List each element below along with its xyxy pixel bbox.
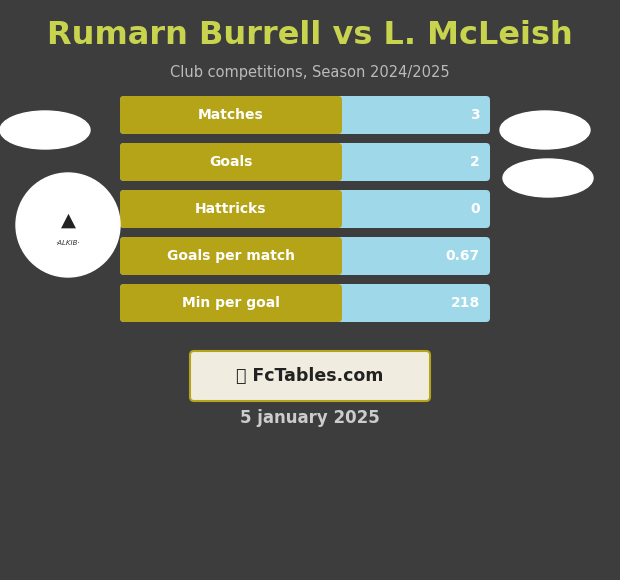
FancyBboxPatch shape (120, 190, 342, 228)
Text: Hattricks: Hattricks (195, 202, 267, 216)
FancyBboxPatch shape (120, 96, 490, 134)
FancyBboxPatch shape (120, 190, 490, 228)
Text: Rumarn Burrell vs L. McLeish: Rumarn Burrell vs L. McLeish (47, 20, 573, 50)
Text: 5 january 2025: 5 january 2025 (240, 409, 380, 427)
FancyBboxPatch shape (120, 96, 342, 134)
FancyBboxPatch shape (120, 237, 490, 275)
FancyBboxPatch shape (120, 237, 342, 275)
Text: Matches: Matches (198, 108, 264, 122)
Ellipse shape (0, 111, 90, 149)
Ellipse shape (500, 111, 590, 149)
Text: 0: 0 (471, 202, 480, 216)
Text: 2: 2 (470, 155, 480, 169)
FancyBboxPatch shape (120, 284, 342, 322)
Text: 218: 218 (451, 296, 480, 310)
Circle shape (16, 173, 120, 277)
FancyBboxPatch shape (120, 143, 342, 181)
FancyBboxPatch shape (190, 351, 430, 401)
FancyBboxPatch shape (120, 284, 490, 322)
Text: 📊 FcTables.com: 📊 FcTables.com (236, 367, 384, 385)
Text: Min per goal: Min per goal (182, 296, 280, 310)
Ellipse shape (503, 159, 593, 197)
Text: ▲: ▲ (61, 211, 76, 230)
Text: Goals: Goals (210, 155, 253, 169)
Text: ·ALKIB·: ·ALKIB· (56, 240, 81, 246)
Text: 0.67: 0.67 (446, 249, 480, 263)
Text: 3: 3 (471, 108, 480, 122)
Text: Goals per match: Goals per match (167, 249, 295, 263)
FancyBboxPatch shape (120, 143, 490, 181)
Text: Club competitions, Season 2024/2025: Club competitions, Season 2024/2025 (170, 64, 450, 79)
